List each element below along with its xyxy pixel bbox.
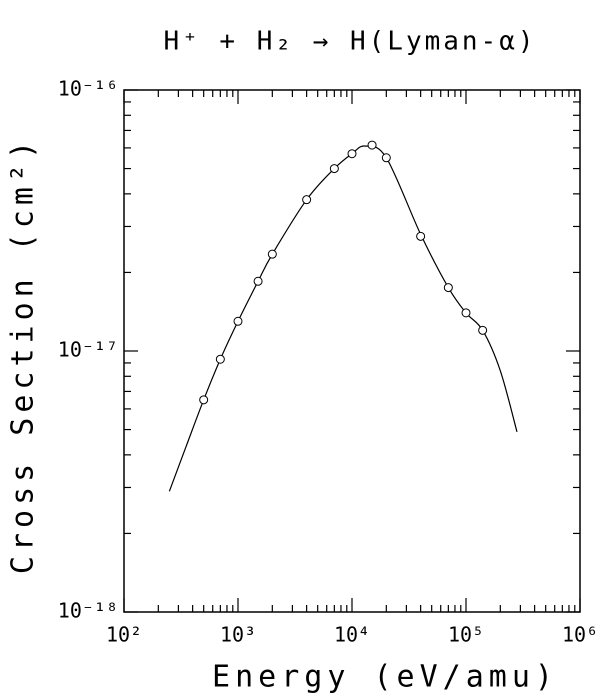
x-tick-label: 10² bbox=[106, 623, 142, 647]
x-tick-label: 10⁶ bbox=[562, 623, 598, 647]
y-tick-label: 10⁻¹⁶ bbox=[58, 77, 118, 101]
data-point bbox=[199, 395, 209, 405]
x-tick-label: 10⁵ bbox=[448, 623, 484, 647]
y-tick-label: 10⁻¹⁷ bbox=[58, 338, 118, 362]
y-tick-label: 10⁻¹⁸ bbox=[58, 599, 118, 623]
data-point bbox=[215, 354, 225, 364]
chart-title: H⁺ + H₂ → H(Lyman-α) bbox=[163, 27, 536, 57]
data-point bbox=[367, 140, 377, 150]
data-point bbox=[478, 325, 488, 335]
data-point bbox=[381, 153, 391, 163]
x-tick-label: 10⁴ bbox=[334, 623, 370, 647]
data-point bbox=[253, 276, 263, 286]
data-point bbox=[416, 231, 426, 241]
x-axis-label: Energy (eV/amu) bbox=[212, 660, 558, 695]
data-point bbox=[329, 164, 339, 174]
x-tick-label: 10³ bbox=[220, 623, 256, 647]
plot-frame bbox=[123, 89, 581, 613]
data-point bbox=[302, 195, 312, 205]
data-point bbox=[267, 249, 277, 259]
y-axis-label: Cross Section (cm²) bbox=[6, 136, 41, 574]
data-point bbox=[443, 283, 453, 293]
data-point bbox=[461, 308, 471, 318]
data-point bbox=[233, 316, 243, 326]
fit-curve bbox=[168, 145, 518, 492]
data-point bbox=[347, 149, 357, 159]
